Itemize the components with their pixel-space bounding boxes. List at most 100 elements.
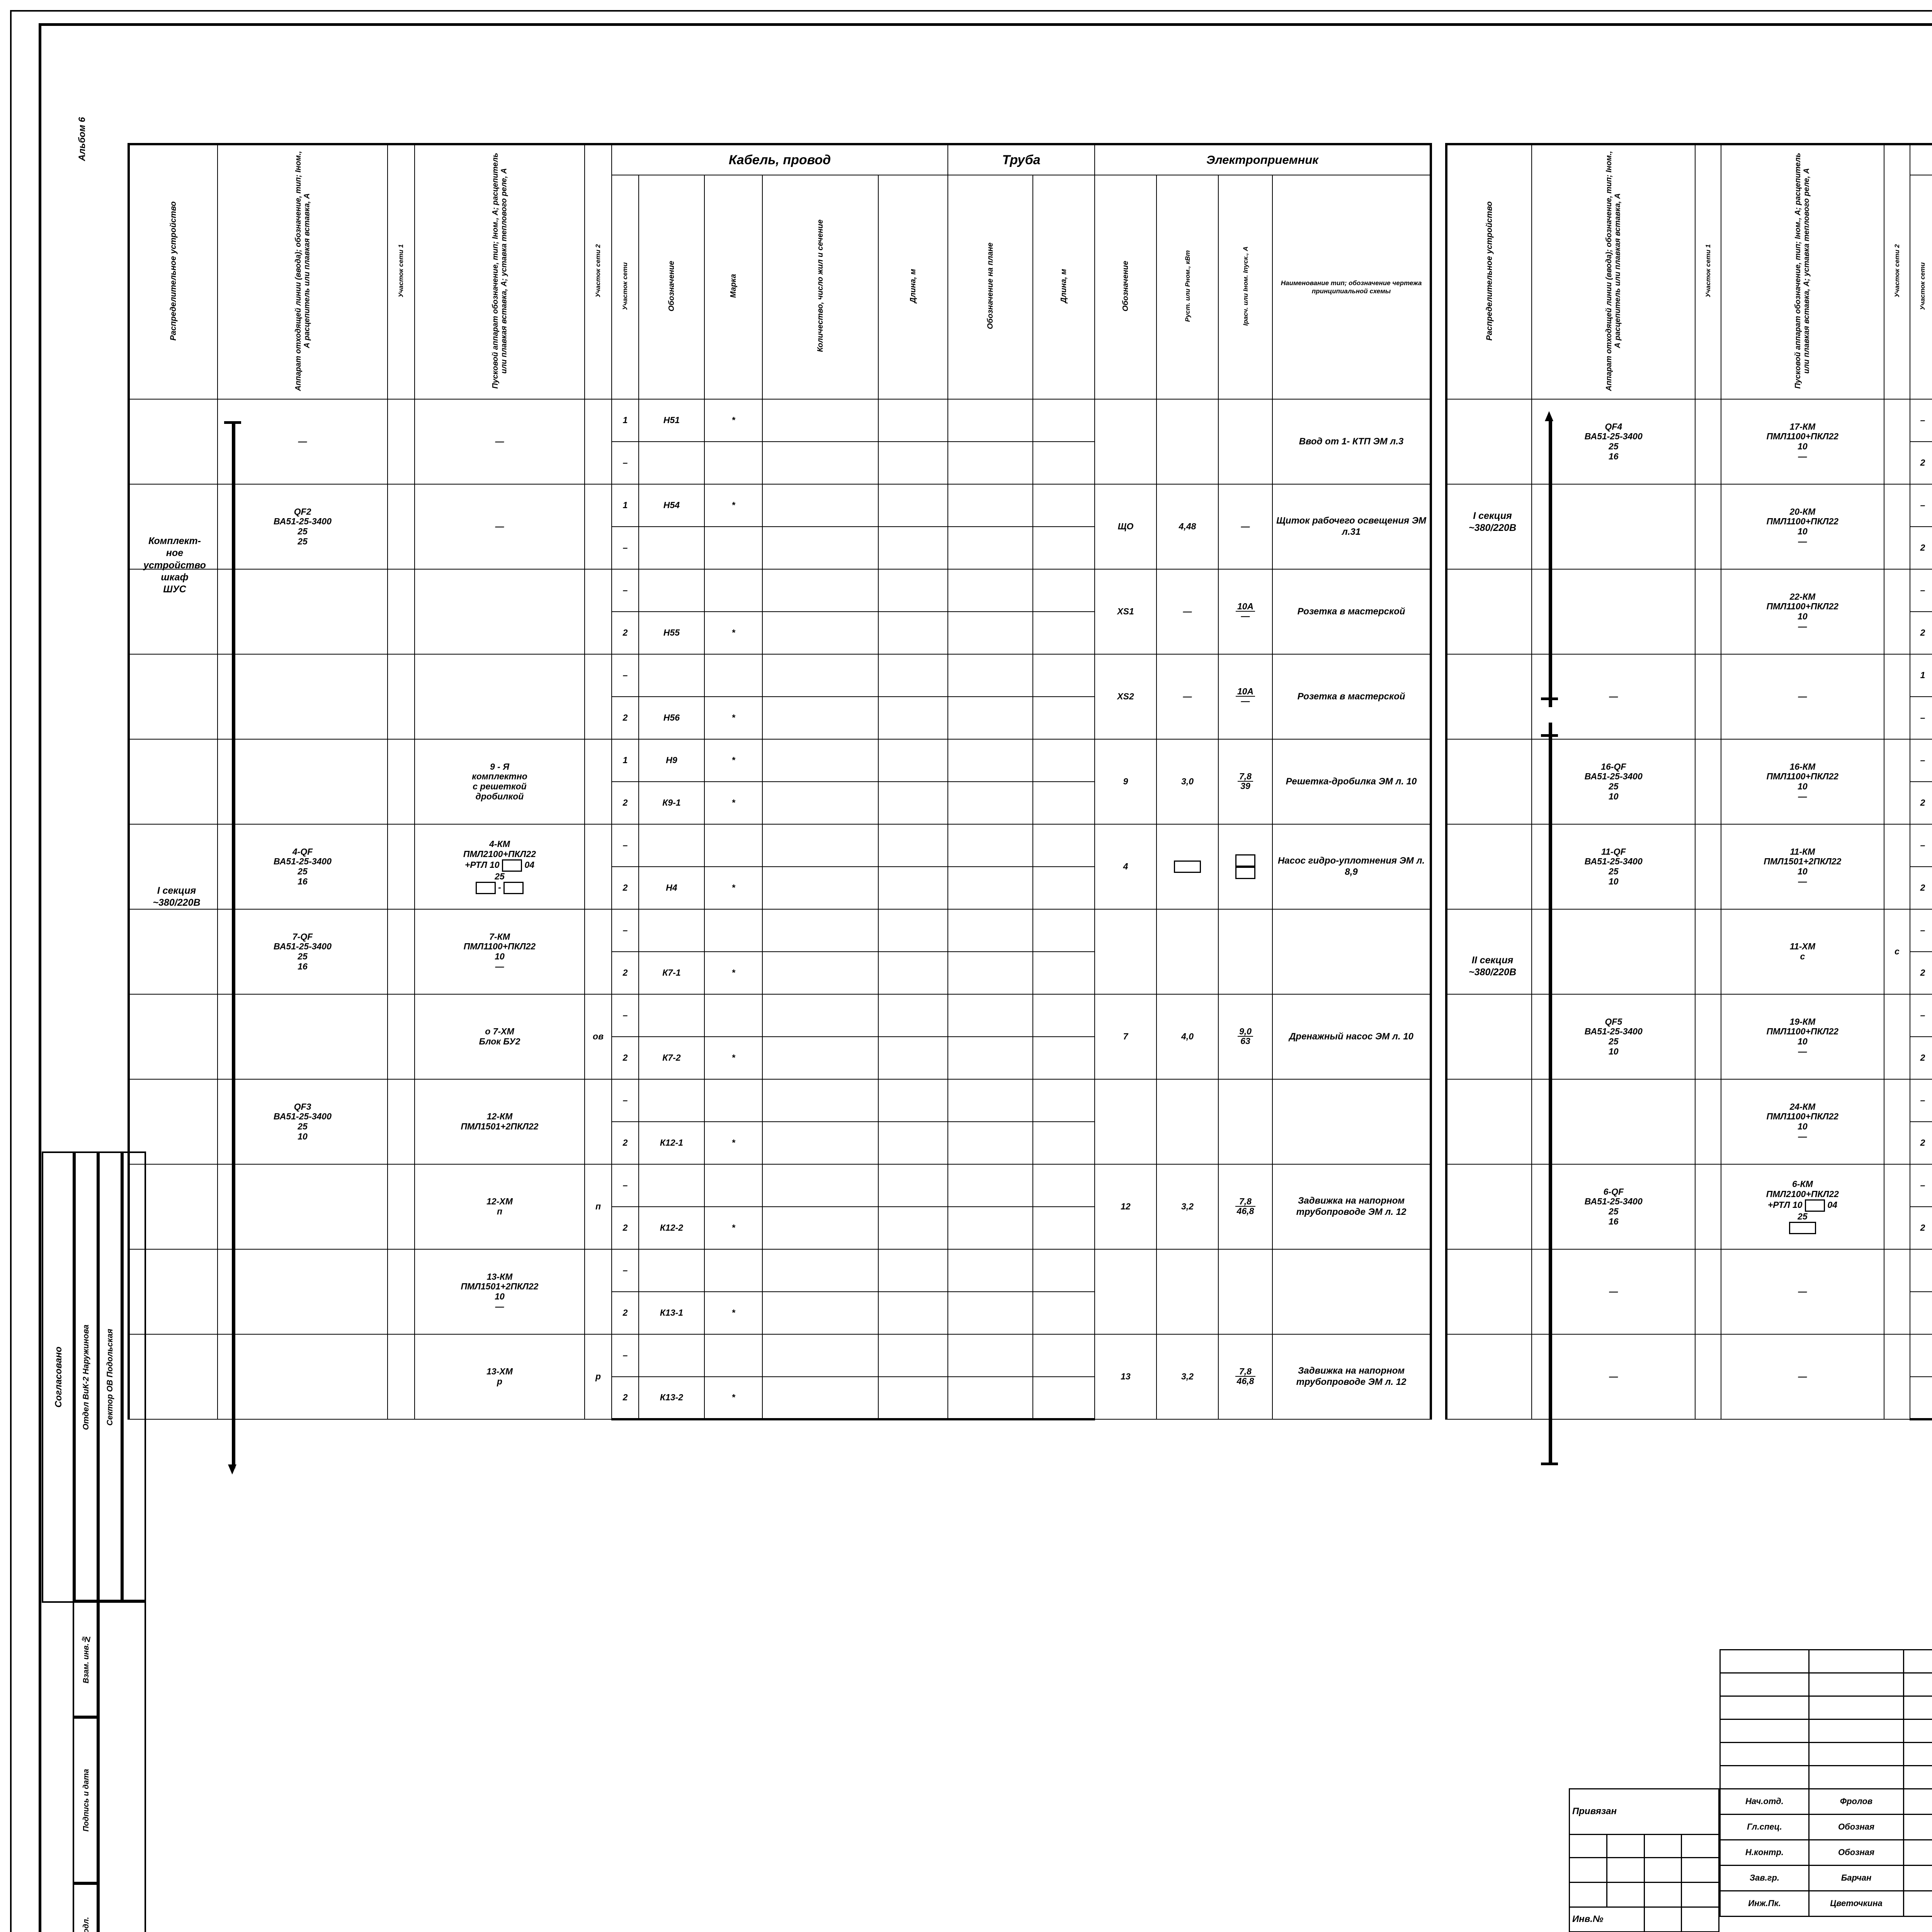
cell-cable-dlina <box>878 569 949 612</box>
cell-puskovoy: 12-КМ ПМЛ1501+2ПКЛ22 <box>414 1079 585 1165</box>
cell-cable-marka <box>704 569 763 612</box>
cell-el-irasch: 7,8 46,8 <box>1218 1164 1273 1250</box>
sig-mark: Цв <box>1903 1890 1932 1917</box>
cell-truba-oboz <box>947 1164 1034 1207</box>
cell-cable-kol <box>762 951 879 995</box>
cell-cable-oboz <box>638 824 705 867</box>
cell-cable-dlina <box>878 781 949 825</box>
cell-cable-uch: 2 <box>611 1036 639 1080</box>
table-row: 6-QF ВА51-25-3400 25 16 6-КМ ПМЛ2100+ПКЛ22 +РТ… <box>1445 1164 1932 1250</box>
cell-apparat <box>217 654 388 740</box>
table-row: 2К22* <box>1446 611 1932 655</box>
cell-cable-oboz: К12-1 <box>638 1121 705 1165</box>
cell-uchastok1 <box>387 484 415 570</box>
cell-cable-oboz <box>638 1334 705 1377</box>
table-row: 2К19* <box>1446 1036 1932 1080</box>
cell-uchastok1 <box>387 1079 415 1165</box>
cell-raspred <box>128 824 218 910</box>
rev-cell <box>1808 1719 1904 1743</box>
cell-truba-dlina <box>1032 611 1095 655</box>
cell-cable-uch: – <box>1909 696 1932 740</box>
pr-cell <box>1681 1906 1719 1932</box>
cell-cable-oboz: К13-1 <box>638 1291 705 1335</box>
cell-cable-uch: – <box>1909 399 1932 442</box>
cell-el-name: Щиток рабочего освещения ЭМ л.31 <box>1272 484 1432 570</box>
cell-uchastok2 <box>584 1079 612 1165</box>
cell-el-oboz: 13 <box>1094 1334 1157 1420</box>
cell-puskovoy: 7-КМ ПМЛ1100+ПКЛ22 10— <box>414 909 585 995</box>
right-section-label-1: I секция ~380/220В <box>1468 510 1517 534</box>
soglasovano-box: Согласовано <box>42 1151 76 1603</box>
cell-truba-oboz <box>947 994 1034 1037</box>
cell-apparat: 11-QF ВА51-25-3400 25 10 <box>1531 824 1696 910</box>
cell-truba-oboz <box>947 1249 1034 1292</box>
left-header-kabel: Кабель, провод <box>611 143 949 175</box>
cell-cable-uch: – <box>611 569 639 612</box>
right-schedule-table: Распределительное устройство Аппарат отх… <box>1445 143 1932 1420</box>
cell-raspred <box>1445 1334 1532 1420</box>
cell-raspred <box>128 994 218 1080</box>
cell-el-irasch <box>1218 1249 1273 1335</box>
cell-truba-dlina <box>1032 909 1095 952</box>
table-row: 2К20* <box>1446 526 1932 570</box>
cell-cable-uch: 2 <box>1909 441 1932 485</box>
cell-el-oboz <box>1094 1249 1157 1335</box>
cell-el-rust: 3,2 <box>1156 1164 1219 1250</box>
cell-puskovoy <box>414 569 585 655</box>
left-subheader-oboz-plan: Обозначение на плане <box>947 175 1034 400</box>
cell-el-irasch <box>1218 399 1273 485</box>
sig-mark: Обз <box>1903 1839 1932 1866</box>
cell-cable-kol <box>762 909 879 952</box>
rev-cell <box>1808 1742 1904 1766</box>
table-row: 2 К7-1 * <box>129 951 1431 995</box>
cell-raspred <box>1445 399 1532 485</box>
right-bus-arrow-up <box>1545 411 1553 421</box>
table-row: 4-QF ВА51-25-3400 25 16 4-КМ ПМЛ2100+ПКЛ22 +РТ… <box>128 824 1432 910</box>
table-row: 11-QF ВА51-25-3400 25 10 11-КМ ПМЛ1501+2ПКЛ22… <box>1445 824 1932 910</box>
cell-cable-kol <box>762 1206 879 1250</box>
cell-puskovoy: 24-КМ ПМЛ1100+ПКЛ22 10— <box>1720 1079 1885 1165</box>
cell-cable-dlina <box>878 1291 949 1335</box>
cell-el-irasch <box>1218 824 1273 910</box>
cell-truba-dlina <box>1032 1249 1095 1292</box>
cell-el-oboz <box>1094 909 1157 995</box>
cell-el-oboz <box>1094 1079 1157 1165</box>
rev-cell <box>1719 1696 1810 1720</box>
cell-cable-uch: 2 <box>611 611 639 655</box>
cell-uchastok1 <box>1695 399 1721 485</box>
table-row: 12-ХМ п п – 12 3,2 7,8 46,8 Задвижка на напорном… <box>128 1164 1432 1250</box>
signature-row: Зав.гр.БарчанБр <box>1719 1865 1932 1891</box>
cell-cable-marka: * <box>704 1121 763 1165</box>
cell-apparat: 16-QF ВА51-25-3400 25 10 <box>1531 739 1696 825</box>
cell-cable-oboz <box>638 1079 705 1122</box>
sig-mark: Фр <box>1903 1788 1932 1815</box>
cell-cable-dlina <box>878 611 949 655</box>
table-row <box>1446 1291 1932 1335</box>
right-header-uchastok1: Участок сети 1 <box>1695 143 1721 400</box>
cell-cable-uch: 1 <box>611 484 639 527</box>
cell-uchastok2 <box>1884 824 1910 910</box>
table-row: – XS2—10А — Розетка в мастерской <box>128 654 1432 740</box>
cell-cable-dlina <box>878 739 949 782</box>
sig-name: Фролов <box>1808 1788 1904 1815</box>
cell-cable-kol <box>762 399 879 442</box>
table-row: 2 H55 * <box>129 611 1431 655</box>
cell-cable-kol <box>762 1334 879 1377</box>
cell-cable-kol <box>762 1249 879 1292</box>
cell-cable-kol <box>762 1036 879 1080</box>
left-subheader-oboz-el: Обозначение <box>1094 175 1157 400</box>
cell-cable-dlina <box>878 951 949 995</box>
cell-cable-oboz: К12-2 <box>638 1206 705 1250</box>
cell-uchastok2 <box>1884 1334 1910 1420</box>
sig-name: Барчан <box>1808 1865 1904 1891</box>
right-header-apparat: Аппарат отходящей линии (ввода); обознач… <box>1531 143 1696 400</box>
cell-cable-uch: 2 <box>1909 526 1932 570</box>
rev-cell <box>1903 1719 1932 1743</box>
table-row: 2К24* <box>1446 1121 1932 1165</box>
table-row: 16-QF ВА51-25-3400 25 10 16-КМ ПМЛ1100+ПКЛ22 1… <box>1445 739 1932 825</box>
cell-apparat <box>217 1249 388 1335</box>
table-row <box>1446 1376 1932 1420</box>
right-bus-tick-3 <box>1541 1463 1558 1465</box>
cell-cable-uch: – <box>611 441 639 485</box>
